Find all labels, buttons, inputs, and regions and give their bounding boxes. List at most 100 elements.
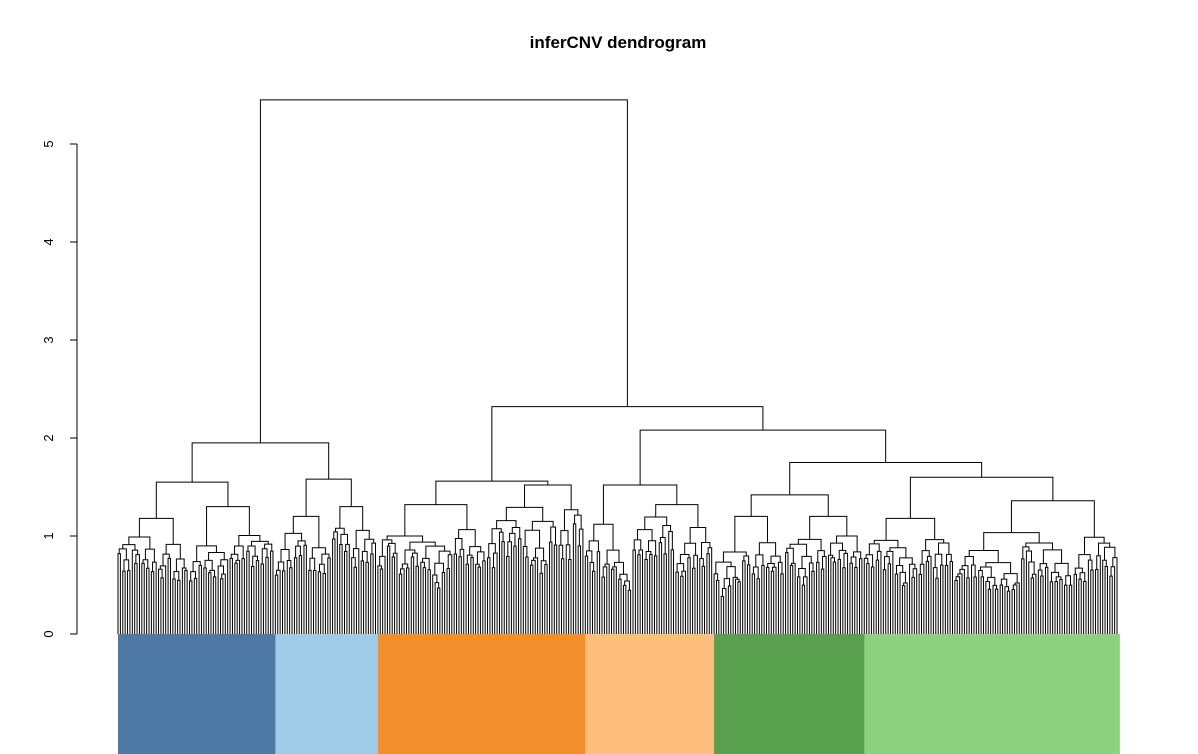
dendrogram-link: [903, 582, 908, 634]
dendrogram-link: [415, 565, 419, 634]
dendrogram-link: [1049, 581, 1054, 634]
dendrogram-link: [482, 560, 486, 634]
dendrogram-link: [465, 563, 469, 634]
dendrogram-link: [524, 529, 541, 549]
dendrogram-link: [422, 567, 427, 634]
dendrogram-link: [707, 547, 713, 634]
dendrogram-link: [1011, 589, 1015, 634]
dendrogram-link: [926, 555, 932, 634]
dendrogram-link: [360, 560, 365, 634]
dendrogram-link: [513, 545, 517, 634]
dendrogram-link: [177, 579, 181, 634]
cluster-bar-segment-5: [714, 634, 865, 754]
dendrogram-link: [1025, 542, 1053, 550]
dendrogram-link: [134, 562, 138, 634]
dendrogram-link: [265, 556, 269, 634]
dendrogram-link: [618, 578, 622, 634]
dendrogram-link: [371, 542, 376, 634]
y-axis: 0 1 2 3 4 5: [41, 140, 78, 638]
dendrogram-link: [1103, 546, 1116, 561]
dendrogram-link: [524, 484, 572, 510]
dendrogram-link: [681, 570, 686, 634]
y-tick-label: 4: [41, 238, 56, 245]
dendrogram-link: [849, 562, 853, 634]
dendrogram-link: [584, 555, 589, 634]
dendrogram-link: [505, 506, 544, 522]
dendrogram-link: [167, 557, 171, 634]
dendrogram-link: [549, 541, 553, 634]
dendrogram-link: [713, 573, 719, 634]
dendrogram-link: [191, 442, 330, 483]
dendrogram-link: [276, 569, 281, 634]
dendrogram-link: [501, 541, 505, 634]
dendrogram-link: [446, 568, 450, 634]
dendrogram-link: [761, 564, 765, 634]
dendrogram-link: [808, 562, 814, 634]
dendrogram-link: [220, 578, 224, 634]
y-tick-label: 3: [41, 336, 56, 343]
dendrogram-link: [789, 462, 983, 495]
dendrogram-link: [208, 572, 212, 634]
dendrogram-link: [507, 541, 512, 634]
dendrogram-link: [992, 584, 998, 634]
dendrogram-link: [758, 542, 777, 557]
dendrogram-link: [627, 589, 632, 634]
dendrogram-link: [1044, 566, 1049, 634]
dendrogram-link: [701, 542, 711, 559]
dendrogram-link: [175, 558, 185, 572]
dendrogram-link: [141, 562, 145, 634]
dendrogram-link: [1087, 559, 1093, 634]
dendrogram-link: [377, 565, 382, 634]
dendrogram-link: [1012, 584, 1018, 634]
dendrogram-link: [1110, 566, 1116, 634]
dendrogram-link: [340, 533, 348, 545]
dendrogram-link: [935, 577, 939, 634]
dendrogram-link: [251, 565, 255, 634]
dendrogram-link: [293, 557, 298, 634]
dendrogram-link: [339, 506, 364, 531]
dendrogram-link: [286, 560, 292, 634]
dendrogram-link: [317, 571, 322, 634]
dendrogram-link: [797, 576, 801, 634]
dendrogram-link: [241, 558, 245, 634]
dendrogram-link: [766, 566, 770, 634]
dendrogram-link: [553, 544, 558, 634]
dendrogram-link: [1059, 579, 1063, 634]
dendrogram-link: [122, 570, 126, 634]
dendrogram-link: [453, 553, 458, 634]
dendrogram-link: [911, 576, 915, 634]
dendrogram-link: [701, 565, 706, 634]
dendrogram-link: [670, 549, 675, 634]
dendrogram-link: [820, 568, 825, 634]
dendrogram-link: [601, 576, 605, 634]
dendrogram-link: [734, 515, 768, 553]
dendrogram-link: [1006, 590, 1011, 634]
dendrogram-link: [577, 545, 582, 634]
dendrogram-link: [578, 528, 584, 634]
dendrogram-link: [596, 551, 601, 634]
dendrogram-link: [160, 577, 164, 634]
dendrogram-link: [699, 558, 704, 634]
dendrogram-link: [518, 538, 522, 634]
dendrogram-link: [172, 578, 176, 634]
dendrogram-link: [1109, 575, 1113, 634]
dendrogram-link: [565, 544, 571, 634]
dendrogram-link: [588, 540, 599, 552]
dendrogram-link: [973, 576, 977, 634]
dendrogram-link: [1104, 565, 1108, 634]
dendrogram-link: [1090, 569, 1094, 634]
cluster-bar-segment-1: [118, 634, 276, 754]
dendrogram-link: [971, 564, 976, 634]
dendrogram-link: [648, 540, 657, 556]
dendrogram-link: [668, 531, 673, 634]
dendrogram-link: [653, 555, 658, 634]
dendrogram-link: [944, 564, 949, 634]
dendrogram-link: [591, 570, 596, 634]
dendrogram-link: [912, 568, 918, 634]
dendrogram-link: [491, 567, 496, 634]
dendrogram-link: [196, 545, 217, 562]
dendrogram-link: [193, 577, 198, 634]
dendrogram-link: [572, 523, 577, 634]
dendrogram-link: [644, 558, 648, 634]
